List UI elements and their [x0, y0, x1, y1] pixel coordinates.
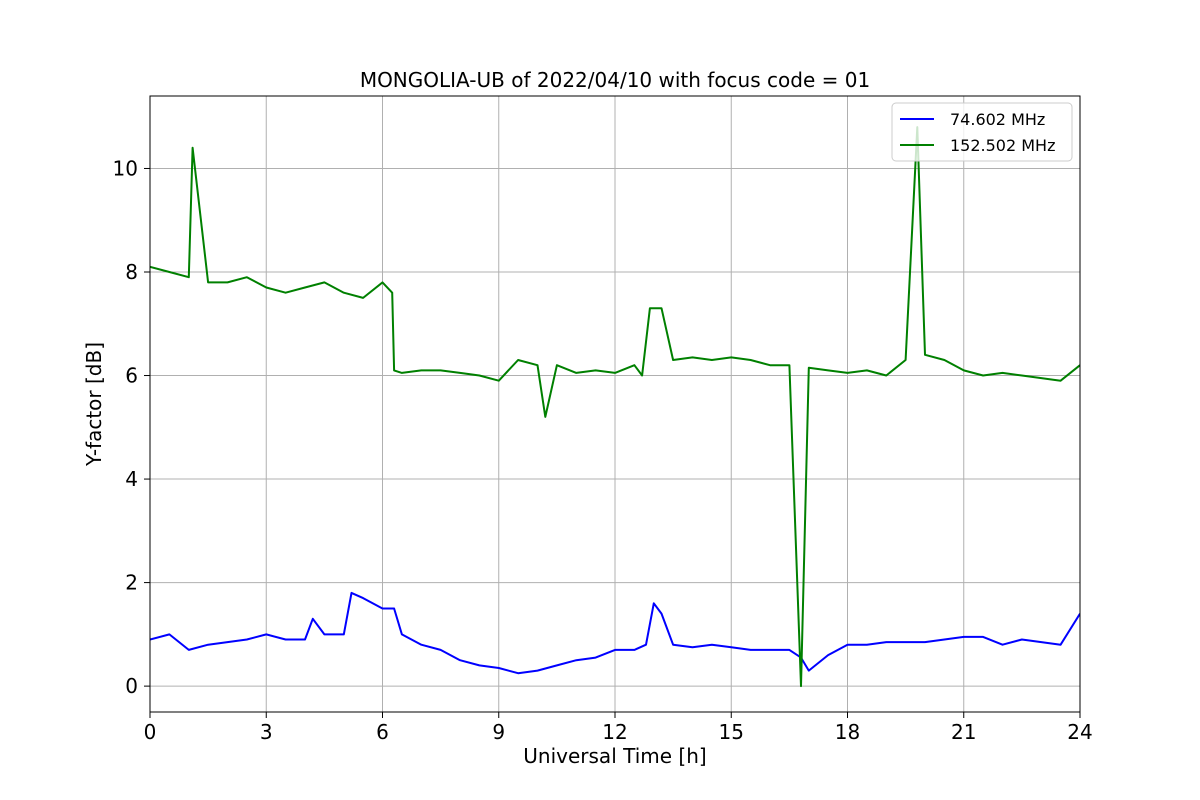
- chart-title: MONGOLIA-UB of 2022/04/10 with focus cod…: [360, 68, 870, 92]
- legend-entry-label: 152.502 MHz: [950, 136, 1055, 155]
- x-tick-label: 12: [602, 720, 627, 744]
- legend: 74.602 MHz 152.502 MHz: [891, 102, 1073, 162]
- y-tick-label: 8: [125, 260, 138, 284]
- x-tick-label: 24: [1067, 720, 1092, 744]
- y-axis-label: Y-factor [dB]: [82, 342, 106, 467]
- legend-entry-label: 74.602 MHz: [950, 110, 1045, 129]
- series-line-blue: [150, 591, 1080, 675]
- series-lines: [150, 126, 1080, 688]
- y-tick-label: 2: [125, 571, 138, 595]
- legend-box: [891, 102, 1073, 162]
- x-tick-label: 21: [951, 720, 976, 744]
- x-tick-label: 9: [492, 720, 505, 744]
- x-tick-label: 0: [144, 720, 157, 744]
- x-tick-label: 18: [835, 720, 860, 744]
- x-tick-label: 15: [719, 720, 744, 744]
- y-tick-label: 0: [125, 674, 138, 698]
- series-line-green: [150, 126, 1080, 688]
- y-tick-label: 6: [125, 364, 138, 388]
- x-tick-label: 3: [260, 720, 273, 744]
- y-tick-label: 4: [125, 467, 138, 491]
- y-tick-label: 10: [113, 156, 138, 180]
- x-axis-label: Universal Time [h]: [523, 744, 706, 768]
- x-tick-label: 6: [376, 720, 389, 744]
